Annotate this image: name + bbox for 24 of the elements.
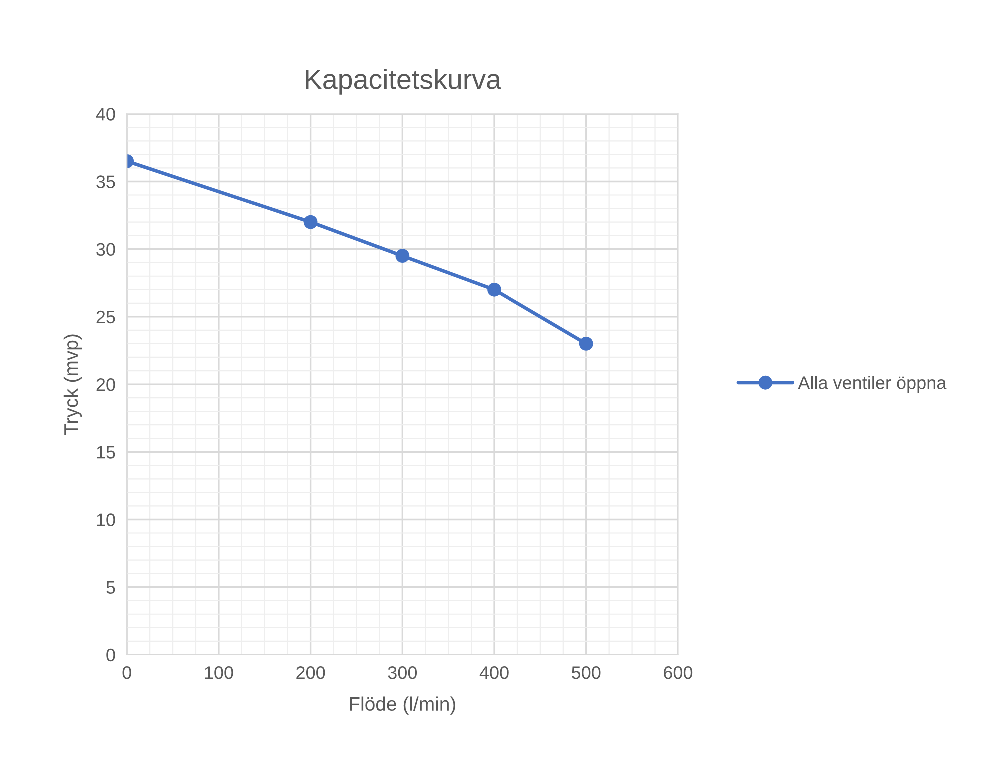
chart-title: Kapacitetskurva — [306, 69, 502, 95]
y-tick-label: 15 — [97, 446, 116, 459]
point — [304, 215, 318, 230]
y-tick-label: 35 — [96, 176, 116, 188]
x-tick-label: 0 — [122, 666, 132, 680]
x-tick-label: 100 — [205, 666, 234, 680]
x-tick-label: 300 — [388, 666, 418, 680]
y-tick-label: 25 — [96, 310, 116, 324]
point — [488, 282, 502, 297]
y-tick-label: 30 — [96, 243, 116, 256]
y-tick-label: 0 — [106, 648, 116, 662]
x-tick-label: 400 — [480, 666, 509, 680]
x-tick-label: 600 — [664, 666, 693, 680]
x-tick-label: 500 — [572, 666, 601, 680]
legend-label: Alla ventiler öppna — [798, 376, 947, 393]
y-tick-label: 5 — [106, 581, 116, 594]
x-tick-label: 200 — [296, 666, 326, 680]
point — [396, 249, 410, 264]
y-tick-label: 20 — [96, 378, 116, 392]
y-tick-label: 40 — [96, 108, 116, 121]
point — [579, 337, 594, 351]
y-tick-label: 10 — [97, 514, 116, 526]
y-axis-title: Tryck (mvp) — [64, 334, 82, 436]
x-axis-title: Flöde (l/min) — [350, 696, 456, 715]
